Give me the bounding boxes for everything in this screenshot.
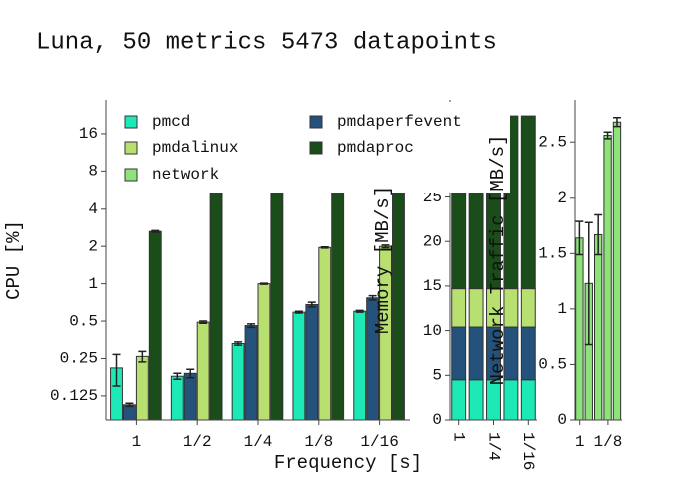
error-bar: [575, 220, 584, 256]
error-bar: [320, 246, 329, 249]
bar: [594, 233, 603, 420]
x-tick-label: 1/4: [244, 433, 273, 451]
y-tick-label: 15: [423, 277, 442, 295]
bar: [196, 321, 210, 420]
error-bar: [138, 350, 147, 363]
bar: [135, 355, 149, 420]
bar: [468, 288, 484, 328]
error-bar: [294, 310, 303, 314]
bar: [148, 230, 162, 420]
error-bar: [151, 229, 160, 233]
plot-area: [575, 121, 622, 420]
bar: [451, 326, 467, 381]
bar: [231, 342, 245, 420]
y-axis-title: Memory [MB/s]: [372, 186, 394, 334]
x-tick-label: 1: [132, 433, 142, 451]
error-bar: [594, 213, 603, 256]
bar: [520, 379, 536, 420]
bar: [305, 303, 319, 420]
legend-swatch: [309, 115, 323, 129]
bar: [318, 246, 332, 420]
x-tick-label: 1: [575, 433, 585, 451]
bar: [520, 326, 536, 381]
y-axis-title: Network Traffic [MB/s]: [487, 135, 509, 386]
y-tick-label: 0.25: [60, 350, 98, 368]
error-bar: [247, 323, 256, 329]
legend-label: pmdaperfevent: [337, 113, 462, 131]
error-bar: [186, 368, 195, 379]
bar: [451, 288, 467, 328]
error-bar: [199, 320, 208, 325]
error-bar: [125, 402, 134, 408]
y-tick-label: 1.5: [538, 245, 567, 263]
bar: [292, 311, 306, 420]
x-tick-label: 1/16: [360, 433, 398, 451]
legend-label: pmdalinux: [152, 139, 238, 157]
y-tick-label: 0.5: [538, 356, 567, 374]
y-tick-label: 0.5: [69, 312, 98, 330]
y-tick-label: 2.5: [538, 133, 567, 151]
y-tick-label: 1: [88, 275, 98, 293]
y-tick-label: 10: [423, 322, 442, 340]
bar: [612, 121, 622, 420]
bar: [353, 310, 367, 420]
bar: [451, 379, 467, 420]
error-bar: [173, 372, 182, 381]
error-bar: [368, 294, 377, 301]
y-tick-label: 8: [88, 163, 98, 181]
y-tick-label: 5: [432, 367, 442, 385]
error-bar: [584, 221, 593, 346]
legend-label: network: [152, 166, 219, 184]
y-tick-label: 16: [79, 125, 98, 143]
error-bar: [381, 244, 390, 249]
y-tick-label: 20: [423, 232, 442, 250]
legend-swatch: [309, 141, 323, 155]
error-bar: [234, 341, 243, 346]
x-tick-label: 1: [449, 432, 467, 442]
legend-swatch: [124, 168, 138, 182]
bar: [468, 379, 484, 420]
x-tick-label: 1/4: [484, 432, 502, 461]
bar: [183, 372, 197, 420]
y-tick-label: 0.125: [50, 387, 98, 405]
y-tick-label: 0: [557, 411, 567, 429]
chart-title: Luna, 50 metrics 5473 datapoints: [36, 29, 497, 56]
legend-swatch: [124, 141, 138, 155]
y-tick-label: 4: [88, 200, 98, 218]
bar: [170, 375, 184, 420]
error-bar: [307, 301, 316, 308]
legend-label: pmcd: [152, 113, 190, 131]
error-bar: [259, 282, 268, 285]
error-bar: [612, 117, 621, 128]
y-tick-label: 2: [557, 189, 567, 207]
x-tick-label: 1/8: [593, 433, 622, 451]
y-tick-label: 2: [88, 237, 98, 255]
x-tick-label: 1/2: [183, 433, 212, 451]
legend-swatch: [124, 115, 138, 129]
error-bar: [112, 353, 121, 387]
bar: [468, 326, 484, 381]
bar: [520, 288, 536, 328]
y-tick-label: 1: [557, 300, 567, 318]
x-axis-title: Frequency [s]: [274, 452, 422, 474]
bar: [603, 135, 612, 420]
error-bar: [355, 309, 364, 313]
y-tick-label: 0: [432, 411, 442, 429]
x-tick-label: 1/16: [519, 432, 537, 470]
x-tick-label: 1/8: [304, 433, 333, 451]
error-bar: [603, 131, 612, 140]
bar: [244, 325, 258, 420]
y-axis-title: CPU [%]: [3, 220, 25, 300]
legend-label: pmdaproc: [337, 139, 414, 157]
bar: [257, 283, 271, 420]
bar: [520, 115, 536, 290]
bar: [575, 237, 584, 420]
